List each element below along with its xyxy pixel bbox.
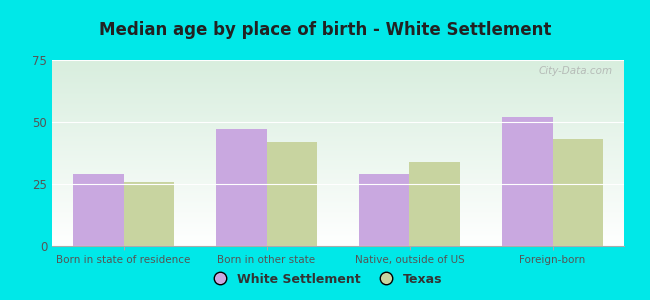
Bar bbox=[73, 174, 124, 246]
Legend: White Settlement, Texas: White Settlement, Texas bbox=[202, 268, 448, 291]
Bar bbox=[410, 162, 460, 246]
Bar bbox=[502, 117, 552, 246]
Bar bbox=[216, 129, 266, 246]
Bar bbox=[266, 142, 317, 246]
Bar bbox=[359, 174, 410, 246]
Text: Median age by place of birth - White Settlement: Median age by place of birth - White Set… bbox=[99, 21, 551, 39]
Bar bbox=[124, 182, 174, 246]
Text: City-Data.com: City-Data.com bbox=[538, 66, 612, 76]
Bar bbox=[552, 140, 603, 246]
